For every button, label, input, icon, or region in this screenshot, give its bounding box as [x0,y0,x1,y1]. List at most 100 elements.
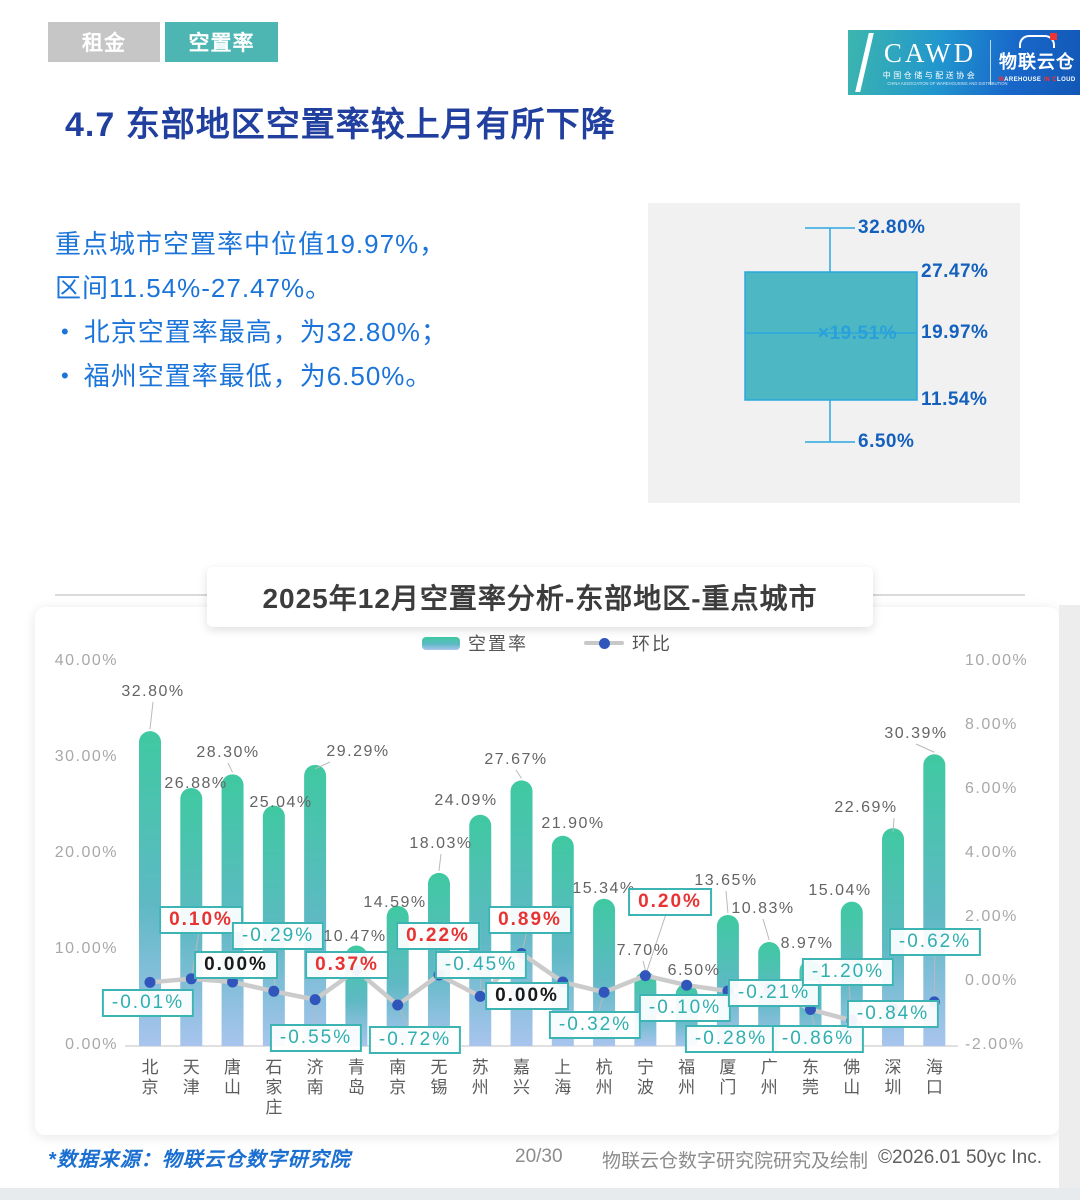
mom-value-label: -0.45% [434,951,528,979]
mom-value-label: -0.29% [231,922,325,950]
bar-series-swatch [422,636,460,650]
bar-value-label: 10.47% [323,928,387,945]
left-axis-tick: 40.00% [54,652,118,669]
page-edge-bottom [0,1188,1080,1200]
x-axis-category: 天 津 [182,1058,200,1097]
logo-divider [990,40,991,85]
legend-item-vacancy[interactable]: 空置率 [422,630,528,656]
right-axis-tick: 0.00% [965,972,1018,989]
bar-value-label: 29.29% [326,743,390,760]
bar-value-label: 21.90% [541,815,605,832]
x-axis-category: 佛 山 [843,1058,861,1097]
legend-label: 环比 [632,634,672,654]
x-axis-category: 东 莞 [801,1058,819,1097]
legend-label: 空置率 [468,634,528,654]
mom-value-label: 0.00% [485,982,569,1010]
bullet-icon: • [61,319,70,344]
bar-value-label: 14.59% [363,894,427,911]
x-axis-category: 石 家 庄 [265,1058,283,1117]
bar-value-label: 7.70% [616,942,670,959]
cawd-logo-subtitle-en: CHINA ASSOCIATION OF WAREHOUSING AND DIS… [887,81,1008,87]
boxplot-mean-label: ×19.51% [818,323,898,344]
mom-value-label: -0.32% [548,1011,642,1039]
summary-bullet-2: • 福州空置率最低，为6.50%。 [55,354,448,398]
x-axis-category: 嘉 兴 [513,1058,531,1097]
mom-value-label: -1.20% [801,958,895,986]
x-axis-category: 福 州 [678,1058,696,1097]
mom-value-label: 0.00% [194,951,278,979]
cloud-icon [1019,33,1057,48]
cawd-logo: CAWD 中国仓储与配送协会 CHINA ASSOCIATION OF WARE… [878,38,1008,87]
x-axis-category: 无 锡 [430,1058,448,1097]
bar-value-label: 15.34% [572,880,636,897]
chart-legend: 空置率 环比 [35,630,1059,656]
mom-value-label: 0.10% [159,906,243,934]
mom-value-label: 0.37% [305,951,389,979]
x-axis-category: 宁 波 [636,1058,654,1097]
mom-value-label: -0.72% [368,1026,462,1054]
boxplot-min-label: 6.50% [858,431,915,452]
legend-item-mom[interactable]: 环比 [584,630,672,656]
mom-value-label: -0.62% [888,928,982,956]
bar-value-label: 27.67% [484,751,548,768]
mom-value-label: -0.84% [846,1000,940,1028]
x-axis-category: 广 州 [760,1058,778,1097]
boxplot-panel: 32.80% 27.47% 19.97% ×19.51% 11.54% 6.50… [648,203,1020,503]
bullet-icon: • [61,363,70,388]
mom-value-label: 0.89% [488,906,572,934]
bar-value-label: 28.30% [196,744,260,761]
right-axis-tick: -2.00% [965,1036,1025,1053]
bar-value-label: 18.03% [409,835,473,852]
page-edge-right [1059,605,1080,1188]
right-axis-tick: 8.00% [965,716,1018,733]
x-axis-category: 深 圳 [884,1058,902,1097]
boxplot-figure [744,227,918,443]
footer-credit: 物联云仓数字研究院研究及绘制 [602,1151,869,1172]
bar-value-label: 10.83% [731,900,795,917]
mom-value-label: -0.28% [684,1025,778,1053]
bar-value-label: 30.39% [884,725,948,742]
mom-value-label: -0.10% [638,994,732,1022]
tab-vacancy[interactable]: 空置率 [165,22,278,62]
tab-rent[interactable]: 租金 [48,22,160,62]
line-series-swatch [584,636,624,650]
x-axis-category: 苏 州 [471,1058,489,1097]
warehouse-logo-text-en: WAREHOUSE IN CLOUD [998,77,1076,83]
bar-value-label: 24.09% [434,792,498,809]
bar-value-label: 26.88% [164,775,228,792]
x-axis-category: 海 口 [925,1058,943,1097]
right-axis-tick: 10.00% [965,652,1029,669]
summary-line-1: 重点城市空置率中位值19.97%， [55,229,447,259]
x-axis-category: 唐 山 [224,1058,242,1097]
boxplot-max-label: 32.80% [858,217,926,238]
footer-source: *数据来源：物联云仓数字研究院 [48,1149,351,1171]
logo-banner: CAWD 中国仓储与配送协会 CHINA ASSOCIATION OF WARE… [848,30,1080,95]
warehouse-cloud-logo: 物联云仓 WAREHOUSE IN CLOUD [995,33,1079,83]
mom-value-label: -0.86% [771,1025,865,1053]
x-axis-category: 北 京 [141,1058,159,1097]
footer-page-number: 20/30 [515,1146,563,1167]
boxplot-q3-label: 27.47% [921,261,989,282]
right-axis-tick: 2.00% [965,908,1018,925]
bar-value-label: 8.97% [780,935,834,952]
boxplot-q1-label: 11.54% [921,389,988,410]
bar-value-label: 25.04% [249,794,313,811]
bar-value-label: 22.69% [834,799,898,816]
cawd-logo-subtitle: 中国仓储与配送协会 [882,71,978,80]
cawd-logo-text: CAWD [883,38,977,68]
summary-block: 重点城市空置率中位值19.97%， 区间11.54%-27.47%。 • 北京空置… [55,222,448,398]
x-axis-category: 济 南 [306,1058,324,1097]
cloud-arrow-icon [1050,33,1057,40]
page-title: 4.7 东部地区空置率较上月有所下降 [65,106,616,144]
footer-copyright: ©2026.01 50yc Inc. [878,1147,1042,1168]
right-axis-tick: 4.00% [965,844,1018,861]
right-axis-tick: 6.00% [965,780,1018,797]
mom-value-label: 0.22% [396,922,480,950]
mom-value-label: 0.20% [628,888,712,916]
bar-value-label: 13.65% [694,872,758,889]
left-axis-tick: 10.00% [54,940,118,957]
summary-bullet-1: • 北京空置率最高，为32.80%； [55,310,448,354]
bar-value-label: 15.04% [808,882,872,899]
x-axis-category: 青 岛 [347,1058,365,1097]
